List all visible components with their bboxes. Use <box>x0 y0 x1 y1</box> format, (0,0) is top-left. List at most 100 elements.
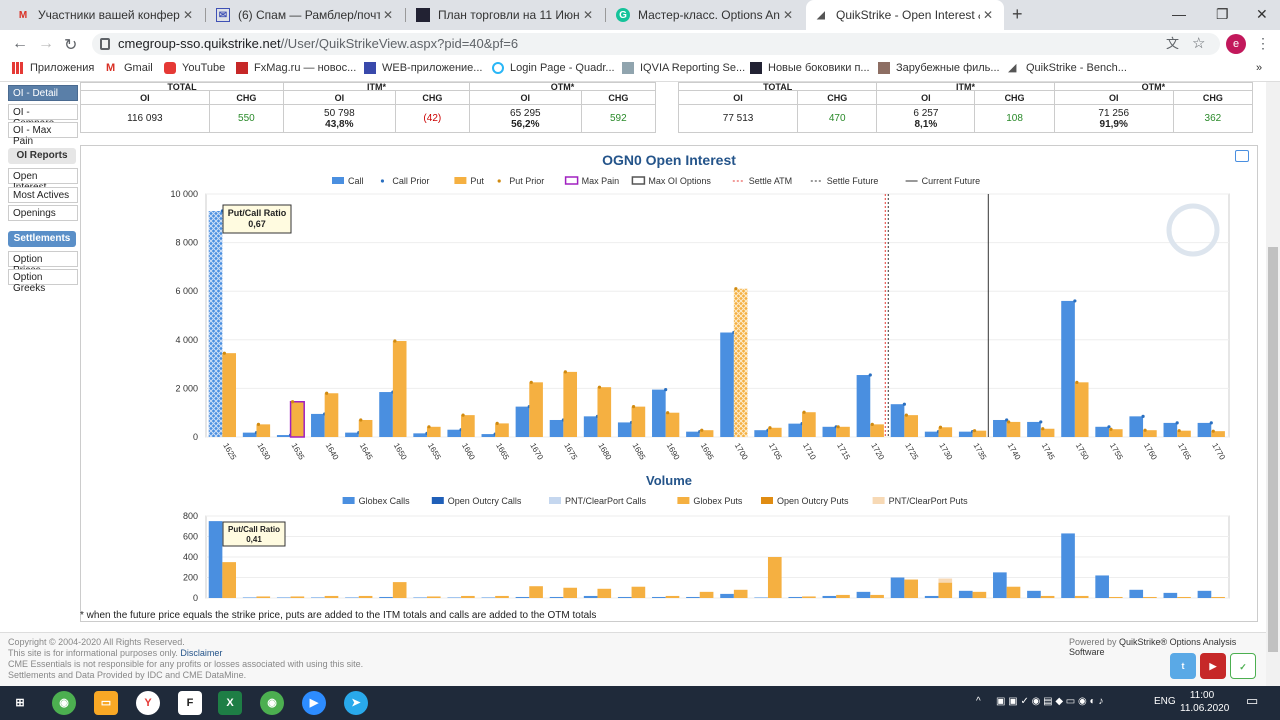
quikstrike-icon: ◢ <box>1008 62 1017 74</box>
shield-check-icon[interactable]: ✓ <box>1230 653 1256 679</box>
globex-puts-bar <box>495 595 509 598</box>
back-icon[interactable]: ← <box>12 35 28 52</box>
globex-calls-bar <box>1163 592 1178 598</box>
bookmark-quikstrike[interactable]: ◢ QuikStrike - Bench... <box>1008 62 1127 74</box>
put-bar <box>1074 382 1089 437</box>
chrome-active-icon[interactable]: ◉ <box>260 691 284 715</box>
put-bar <box>289 401 305 438</box>
twitter-icon[interactable]: t <box>1170 653 1196 679</box>
put-prior-marker <box>495 421 499 425</box>
url-field[interactable]: cmegroup-sso.quikstrike.net//User/QuikSt… <box>92 33 1220 55</box>
scrollbar[interactable] <box>1266 82 1280 686</box>
reload-icon[interactable]: ↻ <box>64 37 78 54</box>
clock-time: 11:00 <box>1189 690 1215 701</box>
maximize-button[interactable]: ❐ <box>1216 6 1229 22</box>
web-app-icon <box>364 62 376 74</box>
tab-masterclass[interactable]: G Мастер-класс. Options Analysis ✕ <box>608 0 804 30</box>
close-icon[interactable]: ✕ <box>982 8 994 22</box>
yandex-icon[interactable]: Y <box>136 691 160 715</box>
bookmark-quadr[interactable]: Login Page - Quadr... <box>492 62 615 74</box>
legend-label: Max Pain <box>582 176 620 186</box>
bookmark-films[interactable]: Зарубежные филь... <box>878 62 1000 74</box>
close-icon[interactable]: ✕ <box>582 8 594 22</box>
globex-puts-bar <box>597 588 612 598</box>
globex-puts-bar <box>802 596 816 598</box>
tab-rambler[interactable]: ✉ (6) Спам — Рамблер/почта ✕ <box>208 0 404 30</box>
bookmark-label: WEB-приложение... <box>382 62 483 74</box>
itm-oi-cell: 6 257 8,1% <box>876 104 976 133</box>
put-prior-marker <box>597 385 602 389</box>
clock[interactable]: 11:00 11.06.2020 <box>1180 689 1229 715</box>
settlements-heading: Settlements <box>8 231 76 247</box>
more-bookmarks-icon[interactable]: » <box>1256 62 1263 74</box>
tab-quikstrike[interactable]: ◢ QuikStrike - Open Interest & Sett ✕ <box>806 0 1004 30</box>
close-icon[interactable]: ✕ <box>182 8 194 22</box>
excel-icon[interactable]: X <box>218 691 242 715</box>
close-icon[interactable]: ✕ <box>782 8 794 22</box>
x-tick-label: 1630 <box>255 442 272 462</box>
sidebar-item-option-prices[interactable]: Option Prices <box>8 251 78 276</box>
star-icon[interactable]: ☆ <box>1192 35 1206 52</box>
put-bar <box>461 415 475 437</box>
globex-puts-bar <box>256 596 271 598</box>
bookmark-web-app[interactable]: WEB-приложение... <box>364 62 482 74</box>
bookmark-youtube[interactable]: YouTube <box>164 62 225 74</box>
sidebar-item-oi-detail[interactable]: OI - Detail <box>8 85 78 101</box>
globex-puts-bar <box>1177 596 1191 598</box>
sidebar-item-open-interest[interactable]: Open Interest <box>8 168 78 193</box>
chrome-icon[interactable]: ◉ <box>52 691 76 715</box>
bookmark-label: Зарубежные филь... <box>896 62 1000 74</box>
close-window-button[interactable]: ✕ <box>1256 6 1268 22</box>
document-icon <box>750 62 762 74</box>
youtube-icon <box>164 62 176 74</box>
tab-gmail[interactable]: M Участники вашей конференции ✕ <box>8 0 204 30</box>
avatar[interactable]: e <box>1226 34 1246 54</box>
scrollbar-thumb[interactable] <box>1268 247 1278 652</box>
translate-icon[interactable]: 文 <box>1166 36 1180 51</box>
minimize-button[interactable]: — <box>1172 6 1186 22</box>
sidebar-item-oi-max-pain[interactable]: OI - Max Pain <box>8 122 78 147</box>
copyright-text: Copyright © 2004-2020 All Rights Reserve… <box>8 637 185 647</box>
sidebar-item-oi-compare[interactable]: OI - Compare <box>8 104 78 129</box>
call-bar <box>583 416 598 437</box>
sidebar-item-openings[interactable]: Openings <box>8 205 78 221</box>
windows-start-icon[interactable]: ⊞ <box>15 697 25 709</box>
put-prior-marker <box>1007 420 1011 424</box>
itm-oi: 50 798 <box>324 107 355 119</box>
folder-icon[interactable]: ▭ <box>94 691 118 715</box>
f-app-icon[interactable]: F <box>178 691 202 715</box>
put-bar <box>733 288 748 437</box>
export-icon[interactable] <box>1235 150 1249 162</box>
telegram-icon[interactable]: ➤ <box>344 691 368 715</box>
globex-puts-bar <box>699 591 714 598</box>
forward-icon[interactable]: → <box>38 35 54 52</box>
tray-app-icons[interactable]: ▣ ▣ ✓ ◉ ▤ ◆ ▭ ◉ ◐ ♪ <box>996 696 1104 707</box>
bookmark-iqvia[interactable]: IQVIA Reporting Se... <box>622 62 745 74</box>
close-icon[interactable]: ✕ <box>382 8 394 22</box>
group-header: OTM* <box>1053 82 1254 91</box>
disclaimer-link[interactable]: Disclaimer <box>180 648 223 658</box>
menu-icon[interactable]: ⋮ <box>1256 35 1270 51</box>
bookmark-apps[interactable]: Приложения <box>12 62 94 74</box>
bookmark-bokoviki[interactable]: Новые боковики п... <box>750 62 870 74</box>
tray-chevron-icon[interactable]: ^ <box>976 696 981 707</box>
zoom-icon[interactable]: ▶ <box>302 691 326 715</box>
put-bar <box>222 353 237 437</box>
bookmark-fxmag[interactable]: FxMag.ru — новос... <box>236 62 356 74</box>
globex-calls-bar <box>1027 590 1041 598</box>
language-indicator[interactable]: ENG <box>1154 696 1176 707</box>
tab-separator <box>605 8 606 22</box>
tab-plan[interactable]: План торговли на 11 Июня ✕ <box>408 0 604 30</box>
youtube-icon[interactable]: ▶ <box>1200 653 1226 679</box>
sidebar-item-most-actives[interactable]: Most Actives <box>8 187 78 203</box>
put-prior-marker <box>1041 427 1045 431</box>
browser-tab-bar: M Участники вашей конференции ✕ ✉ (6) Сп… <box>0 0 1280 30</box>
bookmark-gmail[interactable]: M Gmail <box>106 62 153 74</box>
tab-title: QuikStrike - Open Interest & Sett <box>836 8 980 22</box>
call-prior-marker <box>664 388 668 392</box>
sidebar-item-option-greeks[interactable]: Option Greeks <box>8 269 78 294</box>
legend-swatch <box>631 176 646 185</box>
new-tab-button[interactable]: + <box>1012 4 1023 24</box>
notifications-icon[interactable]: ▭ <box>1246 693 1259 708</box>
legend-label: Put <box>470 176 484 186</box>
